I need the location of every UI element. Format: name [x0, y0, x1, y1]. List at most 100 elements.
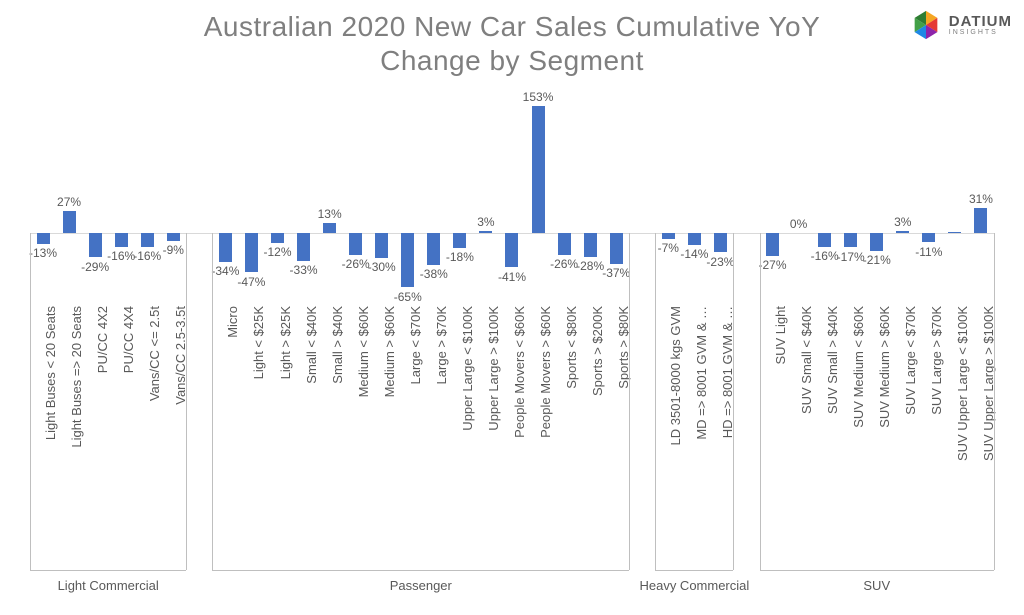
bar-slot: 153%: [525, 100, 551, 300]
bar-value-label: -27%: [759, 258, 787, 272]
chart-container: Australian 2020 New Car Sales Cumulative…: [0, 0, 1024, 615]
bar: [818, 233, 831, 246]
bar: [662, 233, 675, 239]
x-label-slot: PU/CC 4X4: [108, 300, 134, 570]
bar: [375, 233, 388, 258]
bar-value-label: -11%: [915, 245, 942, 259]
brand-logo-brand: DATIUM: [949, 14, 1012, 29]
bar-value-label: -26%: [342, 257, 370, 271]
bar-slot: -16%: [812, 100, 838, 300]
bar: [115, 233, 128, 246]
bar-slot: -17%: [838, 100, 864, 300]
bar-value-label: -23%: [706, 255, 734, 269]
bars-layer: -13%27%-29%-16%-16%-9%-34%-47%-12%-33%13…: [30, 100, 994, 300]
bar-value-label: -9%: [163, 243, 184, 257]
bar: [323, 223, 336, 234]
bar-value-label: 27%: [57, 195, 81, 209]
bar: [167, 233, 180, 241]
group-axis-line: [655, 570, 733, 571]
group-axis-line: [30, 570, 186, 571]
bar: [89, 233, 102, 257]
bar-slot: 13%: [317, 100, 343, 300]
bar-value-label: 153%: [523, 90, 554, 104]
group-divider: [186, 233, 187, 570]
x-label-slot: Light < $25K: [238, 300, 264, 570]
bar: [453, 233, 466, 248]
group-axis-line: [760, 570, 994, 571]
x-label-slot: Sports < $80K: [551, 300, 577, 570]
group-axis-label: SUV: [863, 578, 890, 593]
group-axis-label: Passenger: [390, 578, 452, 593]
bar-value-label: -16%: [811, 249, 839, 263]
bar-value-label: -17%: [837, 250, 865, 264]
bar: [479, 231, 492, 234]
bar-slot: -16%: [108, 100, 134, 300]
bar-slot: -9%: [160, 100, 186, 300]
bar-value-label: -41%: [498, 270, 526, 284]
brand-logo-text-wrap: DATIUM INSIGHTS: [949, 14, 1012, 36]
bar-slot: -7%: [655, 100, 681, 300]
bar: [401, 233, 414, 287]
x-label-slot: Medium > $60K: [369, 300, 395, 570]
bar-value-label: -34%: [211, 264, 239, 278]
bar-slot: 3%: [890, 100, 916, 300]
x-label-slot: Vans/CC <= 2.5t: [134, 300, 160, 570]
x-label-slot: Micro: [212, 300, 238, 570]
bar-slot: -34%: [212, 100, 238, 300]
bar-value-label: -38%: [420, 267, 448, 281]
bar: [714, 233, 727, 252]
bar: [141, 233, 154, 246]
bar-slot: -27%: [760, 100, 786, 300]
bar-slot: -33%: [291, 100, 317, 300]
bar: [63, 211, 76, 234]
bar-slot: -13%: [30, 100, 56, 300]
bar: [948, 232, 961, 234]
x-label-slot: SUV Large < $70K: [890, 300, 916, 570]
x-label-slot: SUV Medium > $60K: [864, 300, 890, 570]
x-label-slot: LD 3501-8000 kgs GVM: [655, 300, 681, 570]
group-divider: [30, 233, 31, 570]
x-label-slot: SUV Small < $40K: [786, 300, 812, 570]
x-label-slot: MD => 8001 GVM & …: [681, 300, 707, 570]
bar-value-label: 3%: [894, 215, 911, 229]
bar-value-label: -29%: [81, 260, 109, 274]
bar-slot: -65%: [395, 100, 421, 300]
plot-area: -13%27%-29%-16%-16%-9%-34%-47%-12%-33%13…: [30, 100, 994, 300]
bar-slot: -26%: [551, 100, 577, 300]
bar: [349, 233, 362, 255]
bar-slot: -14%: [681, 100, 707, 300]
bar: [558, 233, 571, 255]
x-label-slot: HD => 8001 GVM & …: [707, 300, 733, 570]
bar-slot: -37%: [603, 100, 629, 300]
bar: [271, 233, 284, 243]
bar-value-label: -7%: [658, 241, 679, 255]
bar: [297, 233, 310, 261]
group-axis-line: [212, 570, 629, 571]
x-label-slot: People Movers > $60K: [525, 300, 551, 570]
bar-slot: -12%: [264, 100, 290, 300]
bar: [896, 231, 909, 234]
bar: [219, 233, 232, 261]
bar-value-label: -26%: [550, 257, 578, 271]
x-label-slot: Large > $70K: [421, 300, 447, 570]
group-divider: [212, 233, 213, 570]
x-label-slot: SUV Large > $70K: [916, 300, 942, 570]
x-label-slot: SUV Upper Large < $100K: [942, 300, 968, 570]
x-label-slot: Sports > $200K: [577, 300, 603, 570]
bar-value-label: -13%: [29, 246, 57, 260]
bar: [505, 233, 518, 267]
bar-slot: -18%: [447, 100, 473, 300]
bar: [974, 208, 987, 234]
x-label-slot: Small > $40K: [317, 300, 343, 570]
bar-slot: -26%: [343, 100, 369, 300]
group-divider: [655, 233, 656, 570]
bar-slot: -21%: [864, 100, 890, 300]
bar-value-label: -14%: [680, 247, 708, 261]
chart-title-line1: Australian 2020 New Car Sales Cumulative…: [0, 10, 1024, 44]
bar-value-label: -16%: [107, 249, 135, 263]
group-divider: [994, 233, 995, 570]
brand-logo-sub: INSIGHTS: [949, 29, 1012, 36]
group-divider: [629, 233, 630, 570]
bar-value-label: 13%: [318, 207, 342, 221]
x-label-slot: SUV Small > $40K: [812, 300, 838, 570]
